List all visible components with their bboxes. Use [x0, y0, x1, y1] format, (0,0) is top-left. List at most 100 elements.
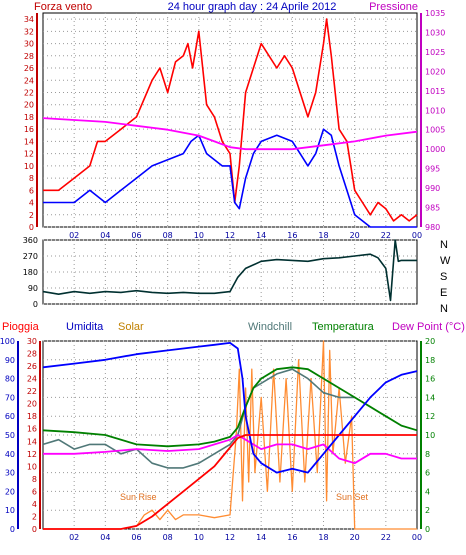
rain-tick-label: 10: [27, 462, 37, 471]
rain-tick-label: 8: [32, 475, 37, 484]
x-tick-label: 16: [287, 533, 297, 542]
humidity-tick-label: 30: [5, 469, 15, 478]
x-tick-label: 14: [256, 231, 266, 240]
compass-w: W: [440, 255, 451, 267]
humidity-tick-label: 40: [5, 450, 15, 459]
chart-title: 24 hour graph day : 24 Aprile 2012: [168, 1, 337, 13]
windchill-line: [42, 368, 355, 469]
wind-tick-label: 30: [24, 40, 34, 49]
rain-tick-label: 18: [27, 412, 37, 421]
wind-tick-label: 14: [24, 137, 34, 146]
pressure-tick-label: 1005: [425, 126, 445, 135]
legend-windchill: Windchill: [248, 321, 292, 333]
rain-tick-label: 28: [27, 350, 37, 359]
humidity-tick-label: 20: [5, 487, 15, 496]
temperature-tick-label: 14: [425, 393, 435, 402]
pressure-tick-label: 990: [425, 184, 440, 193]
temperature-tick-label: 2: [425, 506, 430, 515]
temperature-tick-label: 4: [425, 487, 430, 496]
x-tick-label: 16: [287, 231, 297, 240]
wind-gust-line: [43, 18, 418, 222]
direction-tick-label: 270: [23, 252, 38, 261]
x-tick-label: 10: [194, 533, 204, 542]
temperature-tick-label: 18: [425, 356, 435, 365]
x-tick-label: 02: [69, 533, 79, 542]
x-tick-label: 02: [69, 231, 79, 240]
temperature-tick-label: 10: [425, 431, 435, 440]
wind-tick-label: 28: [24, 52, 34, 61]
rain-tick-label: 6: [32, 487, 37, 496]
pressure-tick-label: 1015: [425, 87, 445, 96]
legend-dewpoint: Dew Point (°C): [392, 321, 465, 333]
temperature-tick-label: 16: [425, 375, 435, 384]
x-tick-label: 04: [100, 533, 110, 542]
rain-tick-label: 2: [32, 512, 37, 521]
x-tick-label: 20: [350, 231, 360, 240]
rain-tick-label: 24: [27, 375, 37, 384]
legend-umidita: Umidita: [66, 321, 104, 333]
pressure-tick-label: 1020: [425, 67, 445, 76]
humidity-tick-label: 60: [5, 412, 15, 421]
legend-temperatura: Temperatura: [312, 321, 375, 333]
x-tick-label: 00: [412, 533, 422, 542]
humidity-tick-label: 10: [5, 506, 15, 515]
compass-n-top: N: [440, 239, 448, 251]
wind-tick-label: 10: [24, 162, 34, 171]
temperature-tick-label: 6: [425, 469, 430, 478]
humidity-tick-label: 0: [10, 525, 15, 534]
x-tick-label: 14: [256, 533, 266, 542]
rain-tick-label: 22: [27, 387, 37, 396]
wind-tick-label: 34: [24, 15, 34, 24]
rain-tick-label: 20: [27, 400, 37, 409]
pressure-tick-label: 980: [425, 223, 440, 232]
direction-tick-label: 0: [33, 300, 38, 309]
wind-tick-label: 8: [29, 174, 34, 183]
sunset-label: Sun Set: [336, 492, 369, 502]
pressure-tick-label: 1000: [425, 145, 445, 154]
wind-tick-label: 18: [24, 113, 34, 122]
x-tick-label: 08: [163, 533, 173, 542]
humidity-tick-label: 90: [5, 356, 15, 365]
rain-tick-label: 26: [27, 362, 37, 371]
x-tick-label: 00: [412, 231, 422, 240]
pressure-tick-label: 1035: [425, 9, 445, 18]
rain-tick-label: 0: [32, 525, 37, 534]
wind-tick-label: 32: [24, 27, 34, 36]
temperature-tick-label: 12: [425, 412, 435, 421]
humidity-line: [42, 341, 418, 474]
compass-labels: N W S E N: [440, 239, 451, 315]
wind-tick-label: 12: [24, 150, 34, 159]
x-tick-label: 20: [350, 533, 360, 542]
rain-line: [43, 434, 417, 530]
direction-tick-label: 360: [23, 236, 38, 245]
direction-tick-label: 90: [28, 284, 38, 293]
humidity-tick-label: 80: [5, 375, 15, 384]
wind-tick-label: 0: [29, 223, 34, 232]
temperature-tick-label: 8: [425, 450, 430, 459]
compass-n-bottom: N: [440, 303, 448, 315]
wind-tick-label: 26: [24, 64, 34, 73]
wind-average-line: [43, 128, 417, 228]
wind-axis-title: Forza vento: [34, 1, 92, 13]
rain-tick-label: 12: [27, 450, 37, 459]
x-tick-label: 12: [225, 533, 235, 542]
pressure-tick-label: 1025: [425, 48, 445, 57]
wind-direction-line: [42, 239, 417, 302]
x-tick-label: 12: [225, 231, 235, 240]
x-tick-label: 10: [194, 231, 204, 240]
wind-tick-label: 2: [29, 211, 34, 220]
pressure-tick-label: 985: [425, 204, 440, 213]
wind-tick-label: 24: [24, 76, 34, 85]
temperature-line: [42, 366, 418, 448]
rain-tick-label: 14: [27, 437, 37, 446]
pressure-line: [42, 117, 418, 151]
pressure-tick-label: 1030: [425, 28, 445, 37]
wind-tick-label: 6: [29, 186, 34, 195]
temperature-tick-label: 20: [425, 337, 435, 346]
pressure-tick-label: 995: [425, 165, 440, 174]
x-tick-label: 04: [100, 231, 110, 240]
wind-tick-label: 20: [24, 101, 34, 110]
dewpoint-line: [43, 434, 417, 465]
